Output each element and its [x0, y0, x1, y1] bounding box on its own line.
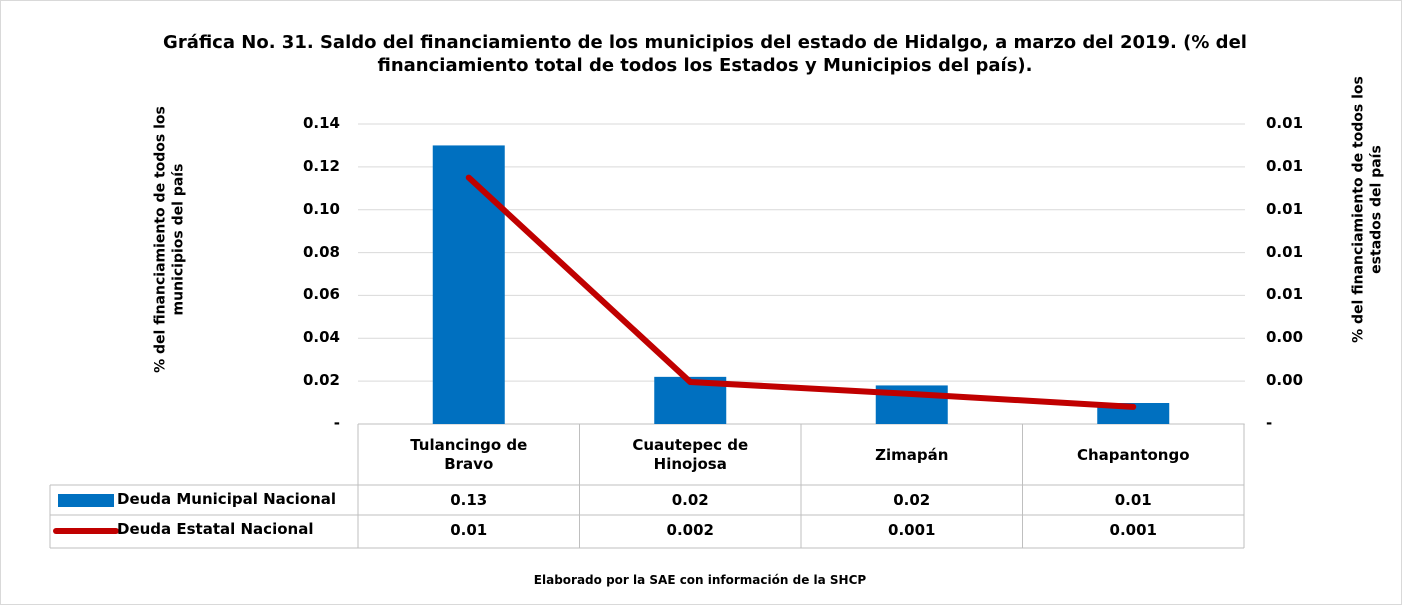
- y2-tick-label: -: [1266, 414, 1273, 432]
- table-value: 0.01: [1114, 491, 1152, 509]
- y-tick-label: 0.12: [302, 156, 340, 175]
- category-label: Chapantongo: [1076, 445, 1190, 464]
- table-value: 0.001: [1109, 521, 1157, 539]
- y-tick-label: 0.06: [302, 285, 340, 304]
- line: [465, 174, 1137, 410]
- table-value: 0.01: [450, 521, 488, 539]
- category-label: Cuautepec de Hinojosa: [632, 436, 749, 473]
- bar: [432, 145, 505, 424]
- table-value: 0.13: [450, 491, 488, 509]
- legend-swatch: [58, 494, 114, 507]
- y-axis-title: % del financiamiento de todos los munici…: [152, 106, 187, 373]
- y2-tick-label: 0.00: [1266, 371, 1304, 390]
- chart-title: Gráfica No. 31. Saldo del financiamiento…: [163, 32, 1247, 76]
- y-tick-label: 0.14: [302, 114, 340, 132]
- table-value: 0.001: [888, 521, 936, 539]
- footnote: Elaborado por la SAE con información de …: [533, 573, 867, 587]
- category-label: Zimapán: [875, 445, 949, 464]
- y2-tick-label: 0.00: [1266, 328, 1304, 347]
- y-tick-label: 0.02: [302, 371, 340, 390]
- category-label: Tulancingo de Bravo: [410, 436, 528, 473]
- y-tick-label: 0.10: [302, 199, 340, 218]
- y2-tick-label: 0.01: [1266, 285, 1304, 304]
- y2-tick-label: 0.01: [1266, 156, 1304, 175]
- y-tick-label: 0.08: [302, 242, 340, 261]
- table-value: 0.02: [893, 491, 931, 509]
- y2-tick-label: 0.01: [1266, 114, 1304, 132]
- y2-axis-title: % del financiamiento de todos los estado…: [1350, 76, 1385, 343]
- legend-label: Deuda Estatal Nacional: [117, 520, 314, 538]
- table-value: 0.02: [671, 491, 709, 509]
- y-tick-label: 0.04: [302, 328, 340, 347]
- table-value: 0.002: [666, 521, 714, 539]
- y-tick-label: -: [333, 414, 340, 432]
- legend-label: Deuda Municipal Nacional: [117, 490, 337, 508]
- y2-tick-label: 0.01: [1266, 242, 1304, 261]
- y2-tick-label: 0.01: [1266, 199, 1304, 218]
